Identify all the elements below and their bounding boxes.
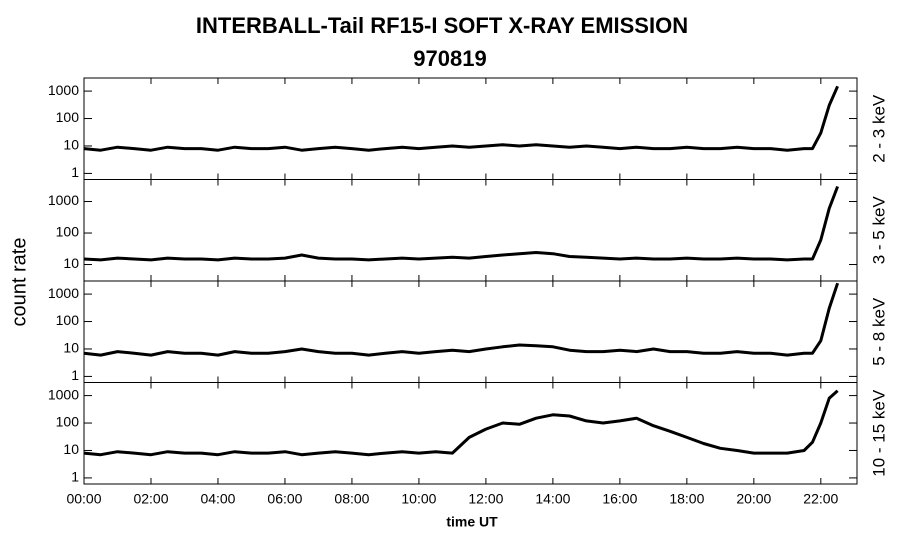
y-tick-label: 10 <box>63 441 79 457</box>
y-tick-label: 10 <box>63 137 79 153</box>
series-line <box>83 282 840 357</box>
y-tick-label: 1000 <box>48 285 79 301</box>
panel-frame <box>83 382 858 485</box>
panel-label: 10 - 15 keV <box>869 389 888 477</box>
x-tick-label: 04:00 <box>200 491 235 507</box>
series-line <box>83 185 840 262</box>
x-tick-label: 22:00 <box>803 491 838 507</box>
x-tick-label: 14:00 <box>535 491 570 507</box>
x-tick-label: 20:00 <box>736 491 771 507</box>
y-tick-label: 100 <box>56 109 80 125</box>
x-tick-label: 16:00 <box>602 491 637 507</box>
y-tick-label: 1 <box>71 367 79 383</box>
x-tick-label: 08:00 <box>334 491 369 507</box>
series-line <box>83 85 839 152</box>
chart-title: INTERBALL-Tail RF15-I SOFT X-RAY EMISSIO… <box>196 13 688 38</box>
y-tick-label: 1000 <box>48 82 79 98</box>
y-tick-label: 100 <box>56 414 80 430</box>
y-tick-label: 1000 <box>48 386 79 402</box>
x-tick-label: 12:00 <box>468 491 503 507</box>
x-tick-label: 02:00 <box>133 491 168 507</box>
x-tick-label: 10:00 <box>401 491 436 507</box>
x-tick-label: 06:00 <box>267 491 302 507</box>
y-tick-label: 100 <box>56 312 80 328</box>
y-tick-label: 1000 <box>48 192 79 208</box>
panel-label: 3 - 5 keV <box>869 196 888 265</box>
y-tick-label: 1 <box>71 164 79 180</box>
chart-subtitle: 970819 <box>413 46 486 71</box>
x-axis-label: time UT <box>446 514 498 530</box>
x-tick-label: 18:00 <box>669 491 704 507</box>
series-line <box>83 389 839 457</box>
y-tick-label: 100 <box>56 224 80 240</box>
y-tick-label: 10 <box>63 340 79 356</box>
y-tick-label: 1 <box>71 469 79 485</box>
panel-label: 5 - 8 keV <box>869 297 888 366</box>
x-tick-label: 00:00 <box>66 491 101 507</box>
y-axis-label: count rate <box>8 238 30 327</box>
y-tick-label: 10 <box>63 255 79 271</box>
panel-label: 2 - 3 keV <box>869 94 888 163</box>
